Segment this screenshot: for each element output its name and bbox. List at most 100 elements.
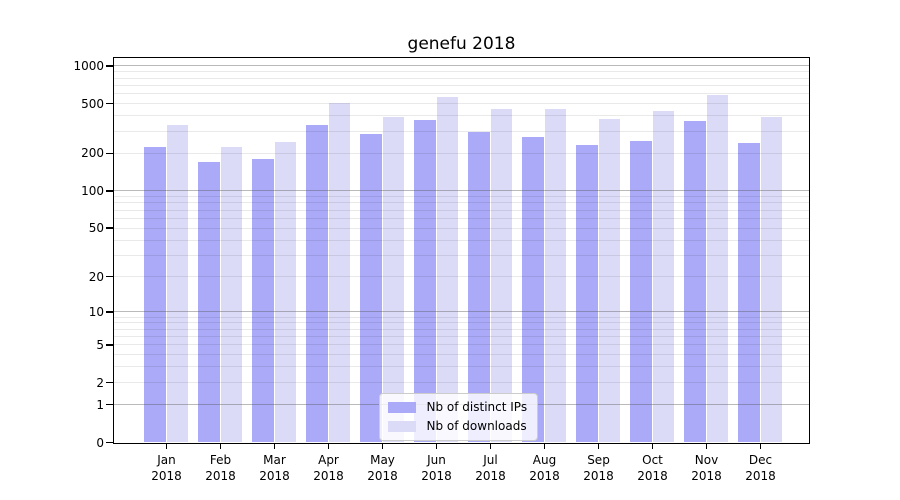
y-tick-2 [106, 381, 113, 384]
bar-distinct-ips-aug [522, 136, 544, 442]
legend-label-distinct-ips: Nb of distinct IPs [426, 400, 528, 414]
gridline-minor-600 [113, 93, 809, 95]
year-label: 2018 [421, 469, 452, 483]
month-label: Aug [532, 453, 557, 467]
y-tick-label-200: 200 [81, 146, 104, 161]
gridline-minor-300 [113, 130, 809, 132]
gridline-minor-900 [113, 71, 809, 73]
bar-distinct-ips-sep [576, 145, 598, 442]
x-tick-label-aug: Aug 2018 [518, 452, 572, 484]
legend-swatch-downloads [387, 421, 416, 432]
month-label: Dec [748, 453, 773, 467]
x-tick-mar [273, 444, 276, 449]
x-tick-aug [543, 444, 546, 449]
x-tick-dec [759, 444, 762, 449]
gridline-minor-20 [113, 276, 809, 278]
bar-downloads-aug [544, 108, 566, 442]
gridline-minor-80 [113, 202, 809, 204]
y-tick-200 [106, 152, 113, 155]
y-tick-label-0: 0 [96, 435, 104, 450]
bar-downloads-jan [166, 124, 188, 442]
month-label: Feb [209, 453, 232, 467]
year-label: 2018 [745, 469, 776, 483]
year-label: 2018 [259, 469, 290, 483]
gridline-minor-8 [113, 322, 809, 324]
gridline-major-10 [113, 311, 809, 313]
bar-downloads-dec [760, 117, 782, 442]
x-tick-label-sep: Sep 2018 [572, 452, 626, 484]
month-label: Mar [263, 453, 286, 467]
legend: Nb of distinct IPs Nb of downloads [378, 393, 539, 441]
bar-downloads-jun [436, 96, 458, 442]
year-label: 2018 [475, 469, 506, 483]
gridline-minor-40 [113, 239, 809, 241]
y-tick-label-20: 20 [88, 269, 104, 284]
x-tick-sep [597, 444, 600, 449]
gridline-minor-200 [113, 152, 809, 154]
gridline-minor-700 [113, 84, 809, 86]
bar-distinct-ips-jul [468, 131, 490, 442]
month-label: Sep [587, 453, 610, 467]
year-label: 2018 [367, 469, 398, 483]
legend-swatch-distinct-ips [387, 402, 416, 413]
x-tick-jul [489, 444, 492, 449]
y-tick-1000 [106, 65, 113, 67]
x-tick-jan [165, 444, 168, 449]
x-tick-jun [435, 444, 438, 449]
bar-distinct-ips-may [360, 133, 382, 442]
gridline-minor-50 [113, 227, 809, 229]
bar-downloads-sep [598, 118, 620, 442]
year-label: 2018 [529, 469, 560, 483]
x-tick-apr [327, 444, 330, 449]
gridline-major-1000 [113, 65, 809, 67]
y-tick-label-10: 10 [88, 304, 104, 319]
x-tick-label-dec: Dec 2018 [734, 452, 788, 484]
bar-distinct-ips-nov [684, 121, 706, 442]
bar-downloads-may [382, 117, 404, 442]
legend-row-downloads: Nb of downloads [387, 419, 528, 434]
month-label: Jun [427, 453, 446, 467]
bar-distinct-ips-oct [630, 140, 652, 442]
legend-label-downloads: Nb of downloads [426, 419, 527, 433]
y-tick-50 [106, 227, 113, 229]
gridline-minor-2 [113, 382, 809, 384]
y-tick-5 [106, 344, 113, 346]
y-tick-label-100: 100 [81, 183, 104, 198]
y-tick-label-2: 2 [96, 375, 104, 390]
bar-downloads-oct [652, 111, 674, 442]
x-tick-oct [651, 444, 654, 449]
month-label: Apr [318, 453, 339, 467]
gridline-minor-60 [113, 217, 809, 219]
x-tick-nov [705, 444, 708, 449]
bar-distinct-ips-mar [252, 158, 274, 442]
x-tick-label-nov: Nov 2018 [680, 452, 734, 484]
year-label: 2018 [637, 469, 668, 483]
chart-title: genefu 2018 [407, 34, 516, 54]
year-label: 2018 [691, 469, 722, 483]
x-tick-label-mar: Mar 2018 [248, 452, 302, 484]
bar-downloads-feb [220, 146, 242, 442]
y-tick-label-1: 1 [96, 397, 104, 412]
year-label: 2018 [151, 469, 182, 483]
bar-downloads-mar [274, 141, 296, 442]
plot-area: Nb of distinct IPs Nb of downloads [112, 57, 810, 444]
y-tick-label-5: 5 [96, 337, 104, 352]
gridline-minor-3 [113, 366, 809, 368]
year-label: 2018 [205, 469, 236, 483]
bar-distinct-ips-apr [306, 124, 328, 442]
gridline-minor-4 [113, 354, 809, 356]
y-tick-label-500: 500 [81, 96, 104, 111]
year-label: 2018 [583, 469, 614, 483]
gridline-minor-500 [113, 103, 809, 105]
x-tick-label-jan: Jan 2018 [140, 452, 194, 484]
bar-downloads-apr [328, 103, 350, 442]
gridline-minor-9 [113, 316, 809, 318]
bar-distinct-ips-dec [738, 143, 760, 442]
x-tick-may [381, 444, 384, 449]
gridline-minor-70 [113, 209, 809, 211]
x-tick-feb [219, 444, 222, 449]
month-label: May [370, 453, 395, 467]
y-tick-1 [106, 403, 113, 406]
year-label: 2018 [313, 469, 344, 483]
month-label: Oct [642, 453, 663, 467]
